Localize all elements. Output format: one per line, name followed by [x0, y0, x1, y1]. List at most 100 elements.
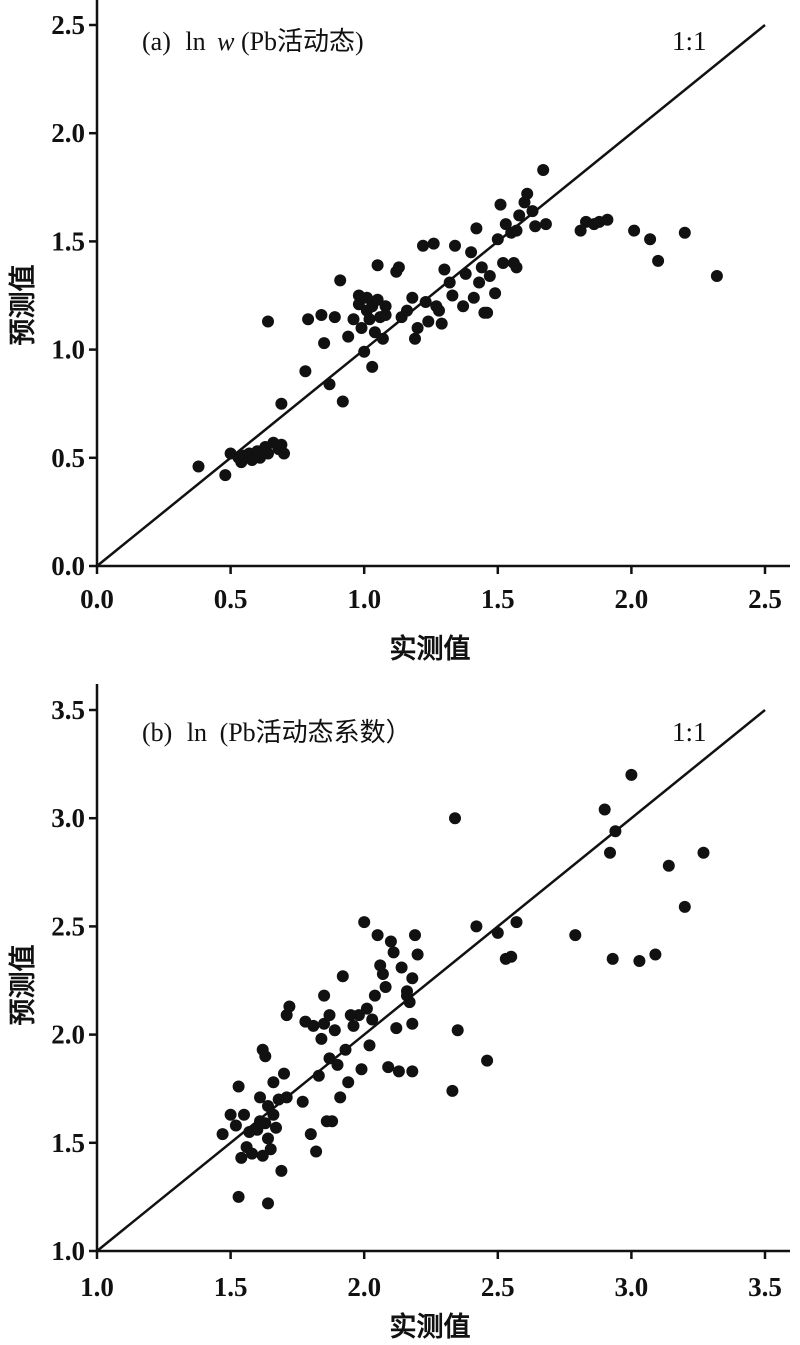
- y-tick-label: 0.5: [51, 443, 85, 473]
- data-point: [409, 929, 421, 942]
- data-point: [278, 447, 290, 460]
- data-point: [411, 322, 424, 334]
- data-point: [497, 257, 510, 269]
- data-point: [318, 337, 331, 350]
- data-point: [489, 287, 502, 300]
- data-point: [379, 309, 392, 321]
- title-prefix: ln: [187, 718, 207, 747]
- data-point: [366, 1013, 379, 1026]
- data-point: [403, 996, 416, 1009]
- x-tick-label: 2.0: [347, 1272, 381, 1302]
- data-point: [409, 332, 421, 345]
- data-point: [296, 1095, 309, 1108]
- data-point: [256, 1043, 269, 1056]
- data-point: [229, 1119, 242, 1132]
- data-point: [275, 1164, 288, 1177]
- y-tick-label: 0.0: [51, 551, 85, 581]
- data-point: [355, 322, 368, 334]
- data-point: [339, 1043, 352, 1056]
- data-point: [216, 1128, 229, 1141]
- y-tick-label: 2.0: [51, 1020, 85, 1050]
- data-point: [358, 916, 371, 929]
- data-point: [323, 1009, 336, 1022]
- x-axis-label: 实测值: [390, 1311, 471, 1343]
- y-tick-labels: 1.0 1.5 2.0 2.5 3.0 3.5: [51, 695, 97, 1266]
- data-point: [449, 812, 461, 825]
- one-to-one-label: 1:1: [672, 717, 707, 747]
- data-point: [318, 1017, 331, 1030]
- data-point: [710, 270, 723, 282]
- data-point: [494, 198, 507, 211]
- y-axis-label: 预测值: [8, 265, 39, 346]
- data-point: [336, 970, 349, 983]
- data-point: [262, 315, 274, 328]
- x-tick-labels: 0.0 0.5 1.0 1.5 2.0 2.5: [80, 566, 782, 614]
- x-tick-label: 2.0: [615, 584, 649, 614]
- data-point: [328, 311, 341, 324]
- data-point: [598, 803, 611, 816]
- data-point: [481, 306, 494, 319]
- data-point: [574, 224, 587, 237]
- data-point: [267, 1108, 280, 1121]
- x-tick-label: 1.5: [481, 584, 515, 614]
- data-point: [270, 1121, 282, 1134]
- data-point: [465, 246, 478, 259]
- data-point: [334, 1091, 347, 1104]
- one-to-one-line: [96, 709, 766, 1252]
- data-point: [352, 298, 365, 311]
- data-point: [438, 263, 451, 276]
- data-point: [384, 935, 397, 948]
- data-point: [328, 1024, 341, 1037]
- data-point: [499, 218, 512, 231]
- x-axis-label: 实测值: [390, 633, 471, 665]
- x-tick-label: 2.5: [748, 584, 782, 614]
- x-tick-label: 0.5: [214, 584, 248, 614]
- x-tick-label: 1.0: [80, 1272, 114, 1302]
- data-point: [246, 1147, 258, 1160]
- data-point: [323, 378, 336, 391]
- data-point: [264, 1143, 277, 1156]
- data-point: [633, 955, 646, 967]
- data-point: [601, 213, 614, 226]
- data-point: [387, 946, 400, 959]
- data-point: [334, 274, 347, 287]
- data-point: [446, 289, 459, 302]
- data-point: [336, 395, 349, 408]
- data-point: [262, 1132, 274, 1145]
- data-point: [422, 315, 435, 328]
- data-point: [363, 313, 376, 326]
- y-tick-label: 2.5: [51, 10, 85, 40]
- y-axis-label: 预测值: [8, 945, 39, 1026]
- data-point: [510, 916, 523, 929]
- data-point: [347, 313, 360, 326]
- x-tick-label: 3.0: [615, 1272, 649, 1302]
- data-point: [323, 1052, 336, 1065]
- data-point: [443, 276, 456, 289]
- data-point: [331, 1058, 344, 1071]
- data-point: [526, 205, 539, 218]
- data-point: [446, 1084, 459, 1097]
- data-point: [262, 1197, 274, 1210]
- data-point: [219, 469, 232, 482]
- data-point: [355, 1063, 368, 1076]
- data-point: [457, 300, 470, 313]
- data-point: [510, 224, 523, 237]
- data-point: [192, 460, 205, 473]
- data-point: [419, 296, 432, 308]
- data-point: [312, 1069, 325, 1082]
- data-point: [299, 365, 312, 378]
- data-point: [238, 1108, 250, 1121]
- data-point: [625, 768, 638, 781]
- data-point: [368, 989, 381, 1002]
- data-point: [678, 900, 691, 913]
- y-tick-label: 2.5: [51, 911, 85, 941]
- data-point: [392, 261, 405, 274]
- data-point: [352, 1009, 365, 1022]
- data-point: [483, 270, 496, 282]
- data-point: [382, 1061, 395, 1074]
- data-point: [379, 981, 392, 993]
- data-point: [470, 920, 483, 933]
- x-tick-labels: 1.0 1.5 2.0 2.5 3.0 3.5: [80, 1251, 782, 1302]
- data-point: [347, 1019, 360, 1032]
- data-point: [537, 164, 550, 176]
